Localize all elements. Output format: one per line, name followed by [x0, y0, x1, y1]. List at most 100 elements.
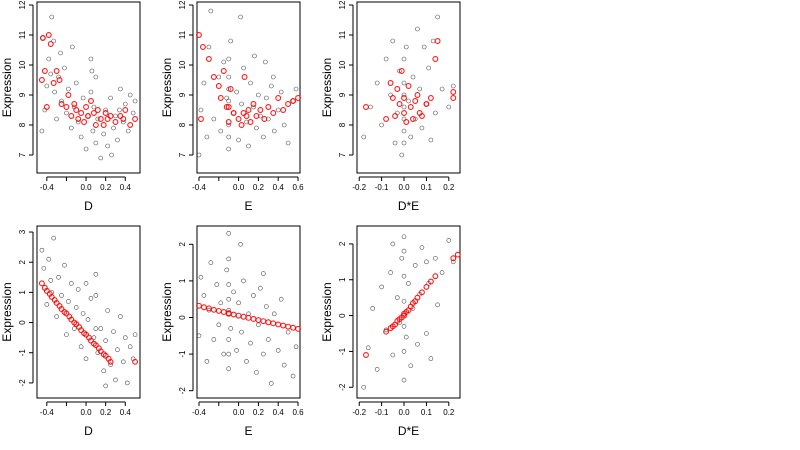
- data-point: [275, 95, 282, 101]
- data-point: [271, 128, 277, 134]
- data-point: [379, 122, 384, 128]
- data-point: [406, 98, 411, 104]
- data-point: [408, 363, 414, 369]
- x-tick-label: 0.6: [292, 183, 304, 192]
- data-point: [113, 377, 118, 383]
- y-tick-label: 3: [18, 229, 27, 234]
- data-point: [78, 110, 85, 116]
- data-point: [49, 14, 55, 20]
- data-point: [257, 107, 264, 113]
- data-point: [62, 65, 67, 71]
- data-point: [363, 352, 369, 358]
- data-point: [121, 119, 126, 125]
- data-point: [117, 113, 124, 119]
- data-point: [88, 296, 94, 301]
- data-point: [226, 122, 231, 128]
- data-point: [236, 137, 241, 143]
- data-point: [401, 80, 407, 86]
- data-point: [403, 44, 409, 50]
- data-point: [414, 294, 421, 301]
- data-point: [275, 321, 282, 328]
- data-point: [406, 281, 411, 286]
- data-point: [226, 98, 231, 104]
- data-point: [234, 348, 239, 353]
- data-point: [374, 80, 380, 86]
- data-point: [122, 107, 129, 113]
- data-point: [261, 271, 266, 276]
- observed-points: [196, 8, 299, 158]
- data-point: [250, 316, 257, 322]
- data-point: [454, 251, 461, 258]
- y-axis: -2 -1 0 1 2: [338, 241, 354, 391]
- plot-frame: [356, 225, 461, 399]
- data-point: [439, 270, 445, 275]
- data-point: [390, 38, 396, 44]
- data-point: [434, 38, 441, 44]
- data-point: [85, 317, 91, 322]
- data-point: [48, 71, 54, 77]
- data-point: [54, 116, 59, 122]
- data-point: [88, 337, 94, 344]
- y-tick-label: 11: [338, 30, 347, 39]
- data-point: [103, 107, 108, 113]
- data-point: [62, 262, 67, 268]
- data-point: [254, 125, 259, 131]
- data-point: [103, 383, 108, 389]
- x-tick-label: 0.4: [120, 183, 132, 192]
- data-point: [256, 322, 261, 328]
- data-point: [263, 59, 268, 65]
- data-point: [419, 125, 425, 131]
- data-point: [211, 116, 217, 122]
- data-point: [410, 116, 416, 122]
- data-point: [225, 119, 232, 125]
- data-point: [215, 83, 222, 89]
- data-point: [368, 104, 373, 110]
- data-point: [201, 80, 207, 86]
- y-axis-title: Expression: [0, 282, 14, 341]
- data-point: [450, 259, 456, 265]
- data-point: [248, 80, 253, 86]
- data-point: [68, 113, 75, 119]
- data-point: [412, 98, 419, 104]
- data-point: [68, 316, 75, 323]
- data-point: [80, 95, 86, 101]
- data-point: [226, 337, 231, 342]
- x-tick-label: 0.2: [100, 183, 112, 192]
- data-point: [69, 281, 74, 286]
- data-point: [230, 311, 237, 318]
- x-axis-title: E: [244, 424, 252, 438]
- data-point: [53, 68, 60, 74]
- data-point: [231, 289, 236, 295]
- data-point: [44, 302, 50, 307]
- data-point: [424, 331, 429, 336]
- data-point: [204, 134, 210, 140]
- data-point: [80, 311, 86, 316]
- data-point: [251, 293, 256, 298]
- data-point: [261, 116, 268, 122]
- data-point: [127, 344, 133, 350]
- data-point: [264, 304, 269, 309]
- data-point: [88, 89, 94, 95]
- data-point: [238, 122, 245, 128]
- data-point: [394, 86, 401, 92]
- data-point: [435, 14, 440, 20]
- data-point: [83, 331, 89, 338]
- data-point: [252, 53, 257, 59]
- data-point: [92, 122, 99, 128]
- data-point: [374, 367, 380, 372]
- data-point: [226, 146, 231, 152]
- y-axis-title: Expression: [320, 58, 334, 117]
- data-point: [390, 352, 396, 358]
- x-axis-title: D*E: [398, 199, 419, 213]
- data-point: [401, 140, 407, 146]
- data-point: [58, 306, 65, 312]
- x-tick-label: -0.4: [192, 183, 206, 192]
- data-point: [254, 370, 259, 375]
- data-point: [401, 128, 407, 134]
- plot-frame: [196, 225, 301, 399]
- data-point: [383, 328, 390, 335]
- data-point: [198, 107, 204, 113]
- data-point: [401, 377, 407, 383]
- y-tick-label: 0: [338, 313, 347, 318]
- data-point: [58, 101, 65, 107]
